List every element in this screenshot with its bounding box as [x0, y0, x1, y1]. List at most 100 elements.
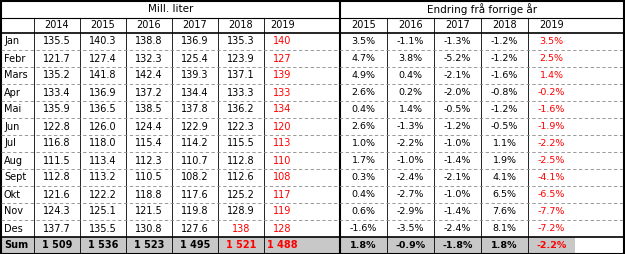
- Text: 2018: 2018: [492, 21, 517, 30]
- Text: 125.1: 125.1: [89, 207, 117, 216]
- Text: 138.8: 138.8: [135, 37, 162, 46]
- Text: 121.6: 121.6: [43, 189, 71, 199]
- Text: 113: 113: [273, 138, 292, 149]
- Text: Nov: Nov: [4, 207, 23, 216]
- Text: 122.8: 122.8: [43, 121, 71, 132]
- Text: 142.4: 142.4: [135, 71, 162, 81]
- Text: 136.9: 136.9: [181, 37, 209, 46]
- Text: 1 509: 1 509: [42, 241, 72, 250]
- Text: Sum: Sum: [4, 241, 28, 250]
- Text: -0.9%: -0.9%: [396, 241, 426, 250]
- Text: -1.3%: -1.3%: [444, 37, 471, 46]
- Text: 124.3: 124.3: [43, 207, 71, 216]
- Text: -1.0%: -1.0%: [444, 139, 471, 148]
- Text: 2019: 2019: [539, 21, 564, 30]
- Text: 1.7%: 1.7%: [351, 156, 376, 165]
- Text: Okt: Okt: [4, 189, 21, 199]
- Text: 1.8%: 1.8%: [491, 241, 518, 250]
- Text: 117.6: 117.6: [181, 189, 209, 199]
- Text: 2.5%: 2.5%: [539, 54, 564, 63]
- Text: -1.2%: -1.2%: [491, 105, 518, 114]
- Text: 139.3: 139.3: [181, 71, 209, 81]
- Text: -2.0%: -2.0%: [444, 88, 471, 97]
- Text: -1.3%: -1.3%: [397, 122, 424, 131]
- Text: 138.5: 138.5: [135, 104, 162, 115]
- Text: 1 495: 1 495: [180, 241, 210, 250]
- Text: 141.8: 141.8: [89, 71, 117, 81]
- Text: -0.8%: -0.8%: [491, 88, 518, 97]
- Text: 3.8%: 3.8%: [399, 54, 422, 63]
- Text: 122.2: 122.2: [89, 189, 117, 199]
- Text: 2016: 2016: [398, 21, 422, 30]
- Text: Febr: Febr: [4, 54, 26, 64]
- Text: -0.5%: -0.5%: [491, 122, 518, 131]
- Text: 4.9%: 4.9%: [351, 71, 376, 80]
- Text: 1 521: 1 521: [226, 241, 256, 250]
- Text: -2.1%: -2.1%: [444, 71, 471, 80]
- Text: -0.5%: -0.5%: [444, 105, 471, 114]
- Text: Jan: Jan: [4, 37, 19, 46]
- Text: 124.4: 124.4: [135, 121, 162, 132]
- Text: 136.2: 136.2: [228, 104, 255, 115]
- Text: 110.7: 110.7: [181, 155, 209, 166]
- Text: 4.7%: 4.7%: [351, 54, 376, 63]
- Text: 112.6: 112.6: [228, 172, 255, 183]
- Text: 119.8: 119.8: [181, 207, 209, 216]
- Bar: [1, 237, 575, 254]
- Text: 133.4: 133.4: [43, 87, 71, 98]
- Text: 117: 117: [273, 189, 292, 199]
- Text: -2.2%: -2.2%: [536, 241, 567, 250]
- Text: 125.2: 125.2: [227, 189, 255, 199]
- Text: 1.4%: 1.4%: [399, 105, 422, 114]
- Text: 114.2: 114.2: [181, 138, 209, 149]
- Text: 119: 119: [273, 207, 292, 216]
- Text: 137.8: 137.8: [181, 104, 209, 115]
- Text: 112.8: 112.8: [228, 155, 255, 166]
- Text: 6.5%: 6.5%: [492, 190, 516, 199]
- Text: 8.1%: 8.1%: [492, 224, 516, 233]
- Text: -7.7%: -7.7%: [538, 207, 565, 216]
- Text: -1.1%: -1.1%: [397, 37, 424, 46]
- Text: Jul: Jul: [4, 138, 16, 149]
- Text: -1.6%: -1.6%: [350, 224, 378, 233]
- Text: -2.9%: -2.9%: [397, 207, 424, 216]
- Text: -2.2%: -2.2%: [538, 139, 565, 148]
- Text: Aug: Aug: [4, 155, 23, 166]
- Text: 113.2: 113.2: [89, 172, 117, 183]
- Text: 127.4: 127.4: [89, 54, 117, 64]
- Text: 135.3: 135.3: [228, 37, 255, 46]
- Text: -1.8%: -1.8%: [442, 241, 472, 250]
- Text: 120: 120: [273, 121, 292, 132]
- Text: 1.9%: 1.9%: [492, 156, 516, 165]
- Text: 0.4%: 0.4%: [351, 105, 376, 114]
- Text: -2.1%: -2.1%: [444, 173, 471, 182]
- Text: 134: 134: [273, 104, 292, 115]
- Text: 128.9: 128.9: [228, 207, 255, 216]
- Text: 1.1%: 1.1%: [492, 139, 516, 148]
- Text: 125.4: 125.4: [181, 54, 209, 64]
- Text: 108: 108: [273, 172, 292, 183]
- Text: 118.0: 118.0: [89, 138, 117, 149]
- Text: 2018: 2018: [229, 21, 253, 30]
- Text: -1.0%: -1.0%: [444, 190, 471, 199]
- Text: 1 523: 1 523: [134, 241, 164, 250]
- Text: 2016: 2016: [137, 21, 161, 30]
- Text: 122.9: 122.9: [181, 121, 209, 132]
- Text: 110.5: 110.5: [135, 172, 162, 183]
- Text: -5.2%: -5.2%: [444, 54, 471, 63]
- Text: 1 488: 1 488: [268, 241, 298, 250]
- Text: 0.4%: 0.4%: [399, 71, 422, 80]
- Text: 3.5%: 3.5%: [351, 37, 376, 46]
- Text: 139: 139: [273, 71, 292, 81]
- Text: 2017: 2017: [182, 21, 208, 30]
- Text: 135.5: 135.5: [43, 37, 71, 46]
- Text: 126.0: 126.0: [89, 121, 117, 132]
- Text: 1.8%: 1.8%: [350, 241, 377, 250]
- Text: -1.6%: -1.6%: [491, 71, 518, 80]
- Text: Sept: Sept: [4, 172, 26, 183]
- Text: 1.0%: 1.0%: [351, 139, 376, 148]
- Text: Des: Des: [4, 224, 22, 233]
- Text: 116.8: 116.8: [43, 138, 71, 149]
- Text: -1.4%: -1.4%: [444, 207, 471, 216]
- Text: 133.3: 133.3: [228, 87, 255, 98]
